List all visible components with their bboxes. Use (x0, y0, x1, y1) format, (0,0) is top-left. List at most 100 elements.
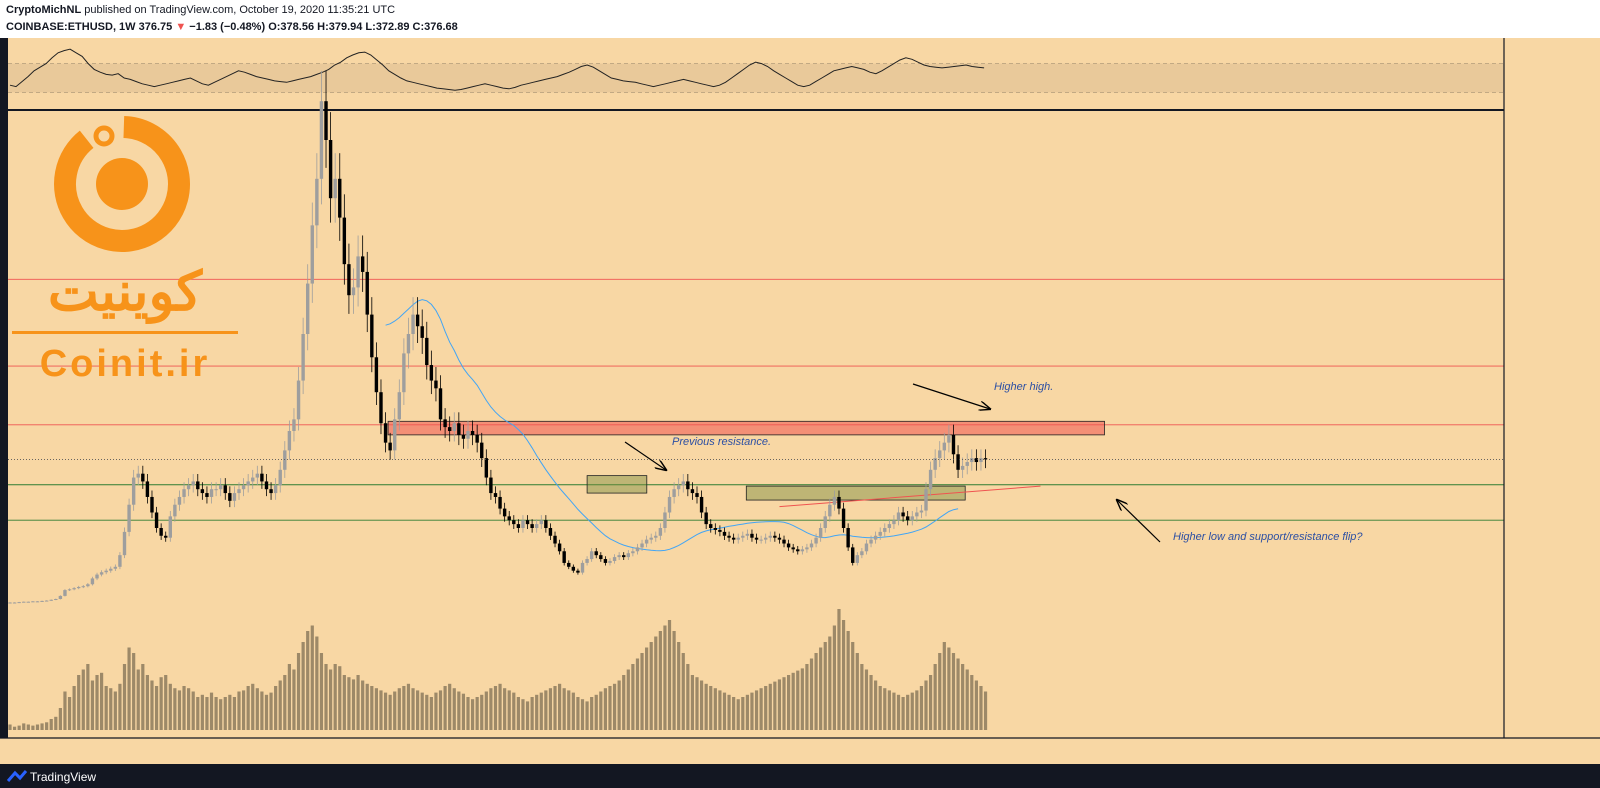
volume-bar (677, 642, 681, 730)
tradingview-logo-icon[interactable] (6, 769, 28, 783)
volume-bar (901, 697, 905, 730)
volume-bar (122, 664, 127, 730)
volume-bar (938, 653, 942, 730)
candle (567, 562, 571, 567)
coin-dot-icon (93, 125, 115, 147)
volume-bar (727, 694, 731, 730)
candle (768, 535, 772, 538)
candle (649, 537, 653, 540)
time-axis[interactable] (0, 737, 1600, 764)
candle (617, 555, 621, 558)
volume-bar (425, 694, 429, 730)
author-name[interactable]: CryptoMichNL (6, 4, 82, 16)
candle (731, 537, 736, 540)
candle (626, 553, 630, 558)
volume-bar (187, 688, 191, 730)
candle (328, 140, 333, 199)
volume-bar (118, 683, 122, 730)
candle (118, 555, 122, 567)
volume-bar (484, 691, 488, 730)
candle (686, 481, 690, 490)
volume-bar (205, 697, 209, 730)
tradingview-brand[interactable]: TradingView (30, 770, 97, 784)
candle (411, 314, 415, 334)
candle (365, 271, 369, 315)
volume-bar (351, 679, 356, 730)
candle (360, 256, 365, 272)
candle (347, 264, 351, 296)
volume-bar (695, 677, 699, 730)
volume-bar (507, 690, 511, 730)
volume-bar (832, 625, 836, 730)
volume-bar (828, 636, 832, 730)
candle (150, 496, 154, 513)
candle (942, 442, 947, 451)
candle (246, 481, 250, 486)
candle (260, 473, 264, 482)
candle (773, 535, 777, 538)
volume-bar (283, 675, 287, 730)
candle (90, 578, 95, 585)
candle (965, 462, 969, 466)
candle (663, 512, 667, 528)
volume-bar (260, 691, 264, 730)
volume-bar (452, 688, 456, 730)
volume-bar (448, 683, 452, 730)
candle (209, 489, 214, 497)
volume-bar (264, 694, 269, 730)
volume-bar (672, 631, 676, 730)
volume-bar (26, 724, 30, 730)
candle (498, 496, 502, 509)
price-zone (745, 485, 966, 501)
volume-bar (704, 683, 708, 730)
volume-bar (851, 642, 855, 730)
candle (306, 283, 310, 334)
candle (379, 392, 383, 424)
volume-bar (906, 694, 910, 730)
candle (828, 504, 832, 517)
coin-core-icon (96, 158, 148, 210)
volume-bar (594, 694, 598, 730)
volume-bar (521, 699, 525, 730)
volume-bar (928, 675, 933, 730)
candle (727, 535, 731, 538)
candle (507, 516, 511, 521)
candle (764, 537, 768, 540)
candle (938, 450, 942, 459)
volume-bar (132, 653, 136, 730)
volume-bar (585, 701, 589, 730)
arrow-previous-resistance (624, 441, 666, 470)
volume-bar (86, 664, 90, 730)
volume-bar (690, 675, 695, 730)
candle (516, 524, 521, 528)
candle (887, 524, 892, 528)
candle (580, 562, 585, 573)
candle (49, 599, 53, 601)
price-axis[interactable] (1503, 38, 1600, 764)
candle (31, 601, 35, 603)
price-chart[interactable]: Higher high. Previous resistance. Higher… (0, 38, 1600, 764)
volume-bar (200, 694, 204, 730)
candle (823, 516, 827, 528)
volume-bar (310, 625, 314, 730)
volume-bar (388, 694, 392, 730)
candle (521, 520, 525, 528)
volume-bar (237, 691, 241, 730)
volume-bar (145, 675, 149, 730)
rsi-band (8, 63, 1504, 93)
volume-bar (713, 688, 717, 730)
candle (301, 334, 305, 381)
candle (136, 473, 140, 478)
candle (791, 547, 795, 550)
candle (983, 458, 988, 460)
volume-bar (915, 690, 919, 730)
candle (892, 520, 896, 525)
volume-bar (150, 680, 154, 730)
trend-line (779, 485, 1041, 508)
candle (164, 535, 168, 538)
candle (837, 496, 841, 509)
candle (145, 481, 150, 497)
ohlc-values: O:378.56 H:379.94 L:372.89 C:376.68 (268, 21, 458, 33)
candle (603, 559, 608, 563)
candle (832, 496, 837, 505)
